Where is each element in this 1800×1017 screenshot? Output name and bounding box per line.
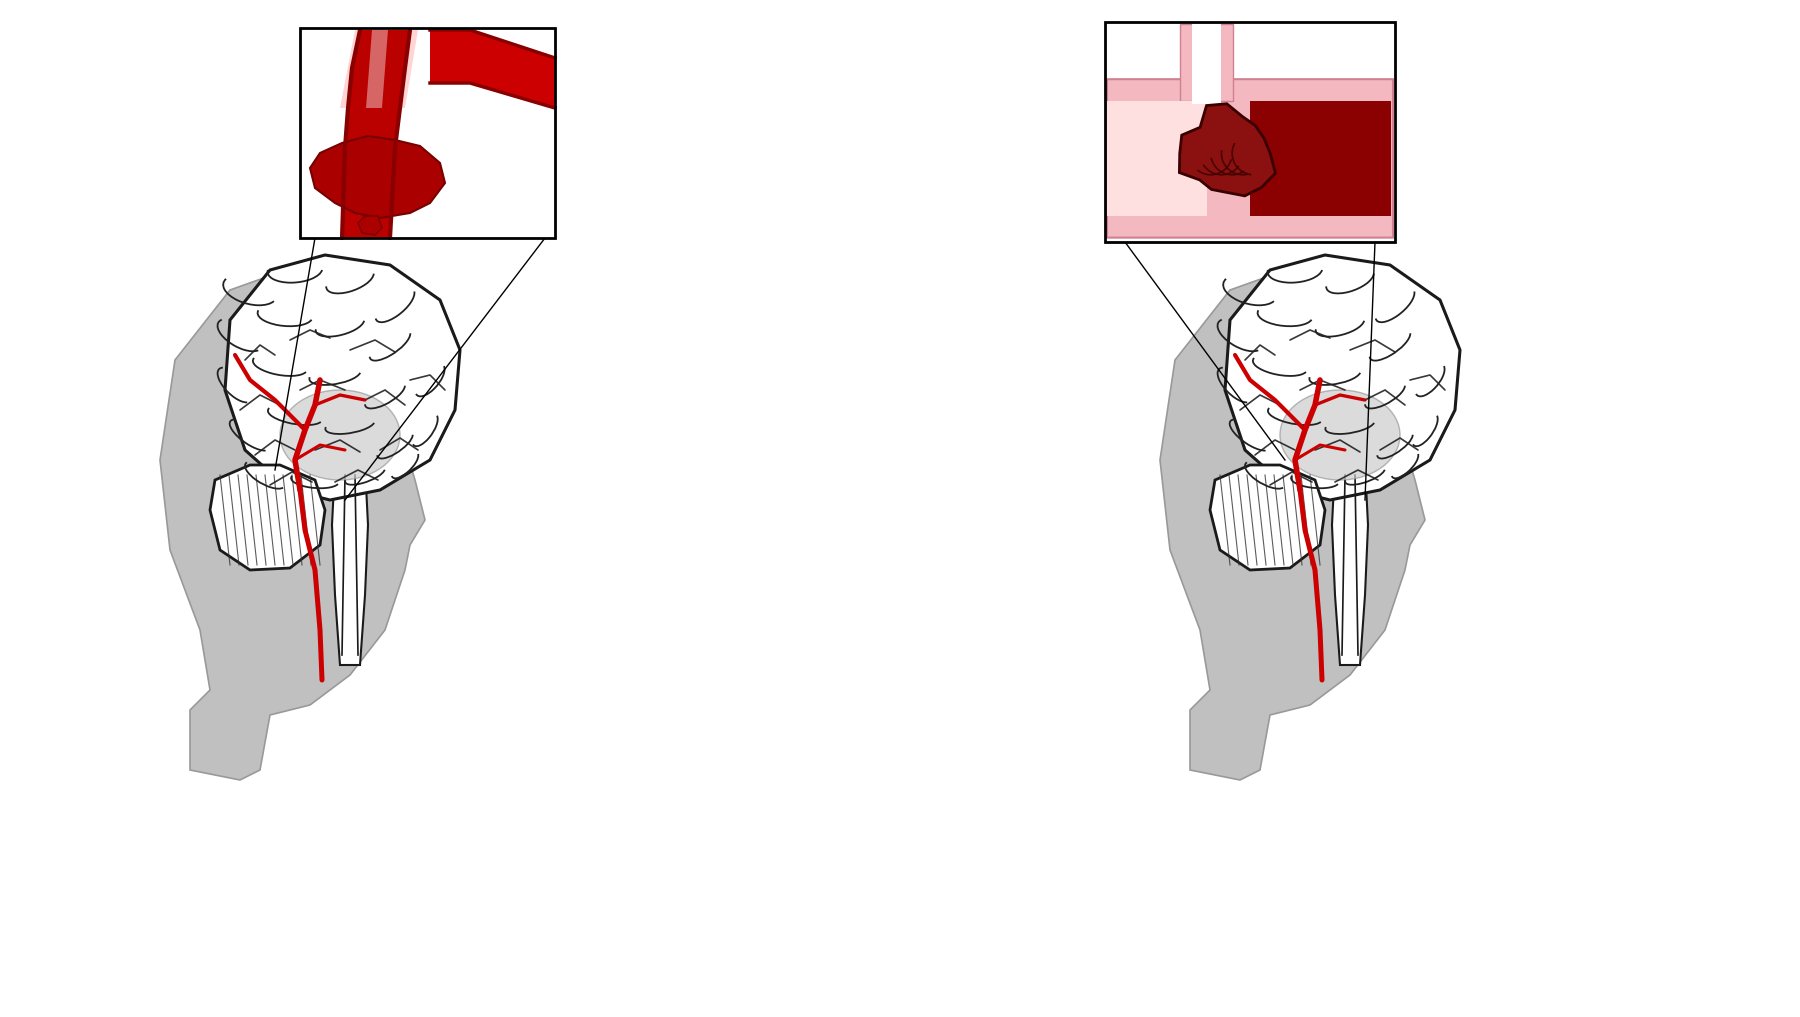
Ellipse shape — [281, 390, 400, 480]
FancyBboxPatch shape — [1181, 24, 1233, 101]
FancyBboxPatch shape — [1249, 101, 1391, 216]
FancyBboxPatch shape — [301, 28, 554, 238]
Polygon shape — [1226, 255, 1460, 500]
Polygon shape — [331, 465, 367, 665]
Polygon shape — [225, 255, 461, 500]
Polygon shape — [430, 29, 554, 108]
Polygon shape — [160, 265, 425, 780]
Polygon shape — [310, 136, 445, 218]
Polygon shape — [342, 29, 410, 238]
Polygon shape — [1179, 104, 1276, 196]
Polygon shape — [398, 29, 418, 108]
FancyBboxPatch shape — [1192, 24, 1220, 104]
Polygon shape — [301, 28, 554, 238]
Polygon shape — [1159, 265, 1426, 780]
FancyBboxPatch shape — [1105, 22, 1395, 242]
Polygon shape — [358, 216, 382, 235]
FancyBboxPatch shape — [1107, 79, 1393, 238]
FancyBboxPatch shape — [1107, 101, 1206, 216]
Polygon shape — [365, 29, 389, 108]
Polygon shape — [211, 465, 326, 570]
Ellipse shape — [1280, 390, 1400, 480]
Polygon shape — [1210, 465, 1325, 570]
Polygon shape — [1332, 465, 1368, 665]
Polygon shape — [340, 29, 362, 108]
